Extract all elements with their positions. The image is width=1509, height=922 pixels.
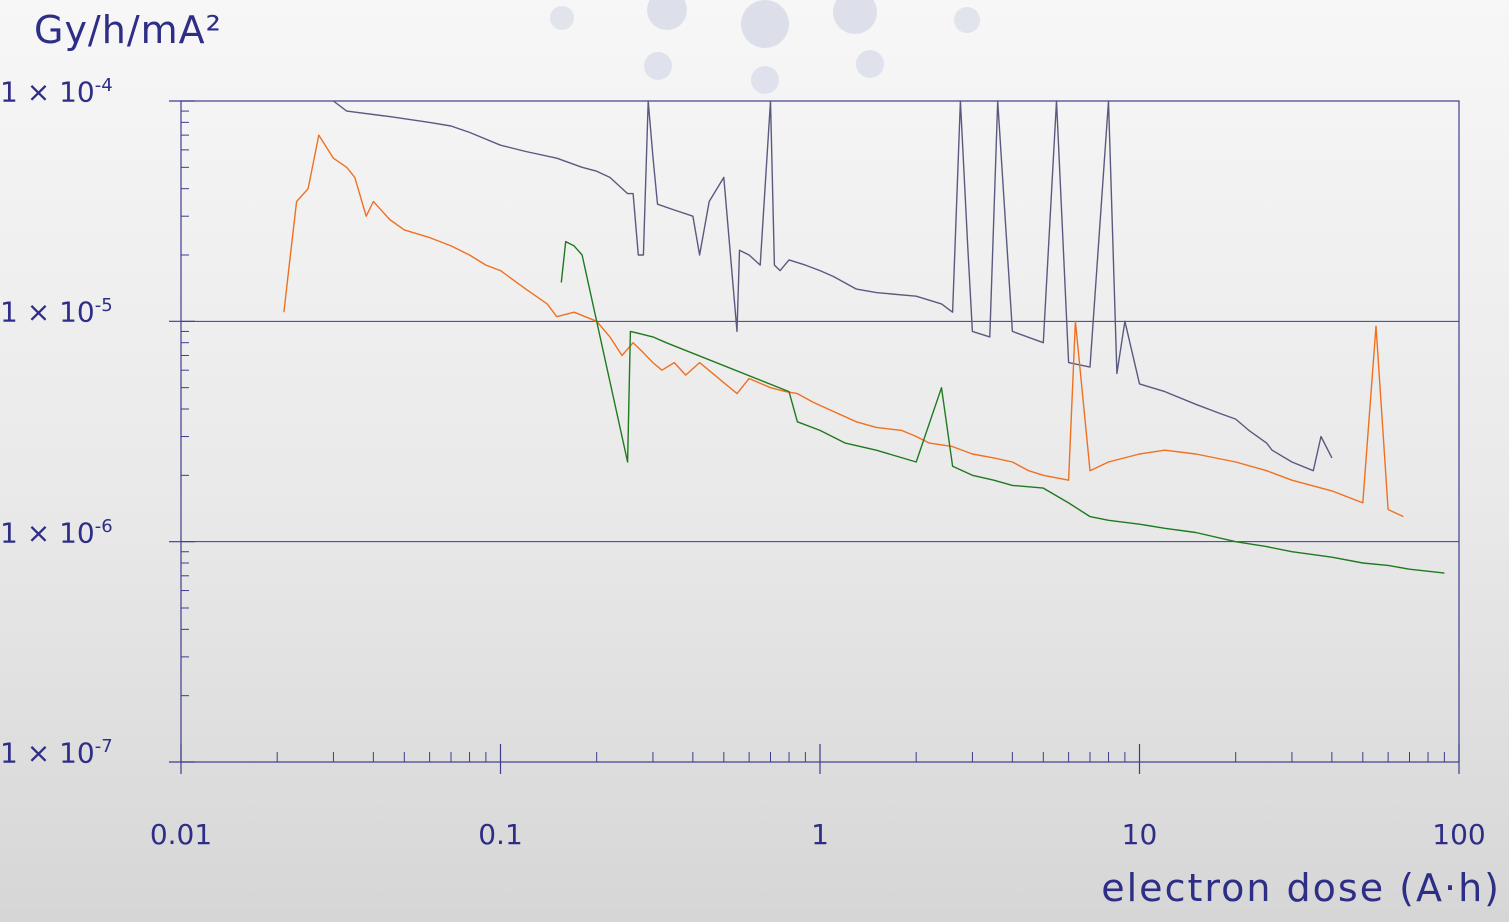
y-tick-mantissa: 1 × 10 (0, 515, 95, 549)
x-tick-label-2: 1 (811, 818, 829, 851)
y-tick-exponent: -5 (94, 295, 113, 317)
y-tick-label-2: 1 × 10-6 (0, 516, 113, 549)
series-line-1 (283, 134, 1404, 518)
x-axis-title: electron dose (A·h) (1101, 866, 1501, 910)
x-tick-label-3: 10 (1121, 818, 1158, 851)
y-tick-exponent: -6 (94, 515, 113, 537)
series-line-2 (560, 240, 1445, 574)
x-tick-label-4: 100 (1432, 818, 1486, 851)
y-tick-label-0: 1 × 10-4 (0, 75, 113, 108)
plot-frame (180, 100, 1460, 763)
y-tick-mantissa: 1 × 10 (0, 75, 95, 109)
y-tick-mantissa: 1 × 10 (0, 736, 95, 770)
y-axis-title: Gy/h/mA² (34, 8, 222, 52)
y-tick-exponent: -4 (94, 75, 113, 96)
y-tick-label-3: 1 × 10-7 (0, 736, 113, 769)
x-tick-label-0: 0.01 (149, 818, 213, 851)
y-tick-label-1: 1 × 10-5 (0, 295, 113, 328)
x-tick-label-1: 0.1 (478, 818, 523, 851)
y-tick-mantissa: 1 × 10 (0, 295, 95, 329)
series-line-0 (332, 100, 1333, 472)
y-tick-exponent: -7 (94, 736, 113, 757)
